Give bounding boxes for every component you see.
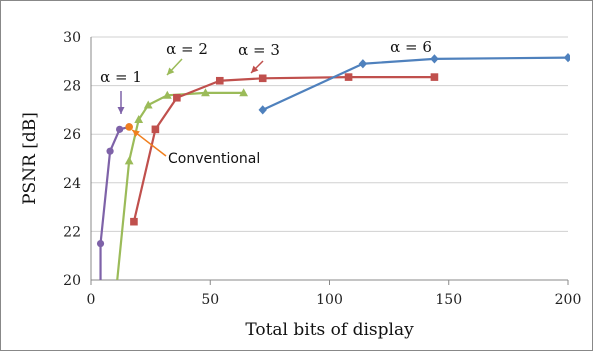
- grid-layer: [91, 36, 568, 281]
- arrow-alpha-2-head: [167, 67, 175, 75]
- annotation-alpha-3: α = 3: [238, 41, 280, 59]
- y-tick-label: 24: [63, 176, 81, 192]
- series-4: [258, 53, 570, 115]
- data-point: [96, 239, 105, 248]
- arrow-conventional-head: [132, 129, 140, 137]
- data-point: [130, 217, 138, 226]
- data-point: [430, 73, 439, 81]
- series-2: [116, 88, 249, 280]
- x-tick-label: 150: [435, 292, 462, 308]
- series-3: [130, 73, 439, 226]
- arrow-alpha-3-head: [251, 65, 259, 73]
- series-line-4: [262, 56, 569, 111]
- series-layer: [96, 53, 570, 280]
- y-axis-title: PSNR [dB]: [20, 112, 40, 205]
- annotation-conventional: Conventional: [168, 151, 260, 167]
- conventional-point: [125, 123, 133, 131]
- data-point: [151, 125, 160, 134]
- data-point: [124, 156, 134, 165]
- data-point: [134, 115, 144, 124]
- data-point: [258, 105, 267, 115]
- data-point: [173, 93, 181, 102]
- axis-layer: 20 22 24 26 28 30 0 50 100 150 200: [63, 30, 581, 308]
- annotation-alpha-6: α = 6: [390, 38, 432, 56]
- y-tick-label: 30: [63, 30, 81, 46]
- x-axis-title: Total bits of display: [245, 320, 414, 340]
- data-point: [430, 54, 439, 64]
- data-point: [358, 59, 368, 69]
- x-tick-label: 0: [87, 292, 96, 308]
- x-tick-label: 50: [201, 292, 219, 308]
- annotation-alpha-1: α = 1: [100, 68, 142, 86]
- data-point: [563, 53, 570, 63]
- data-point: [344, 73, 353, 81]
- data-point: [239, 88, 249, 97]
- annotation-alpha-2: α = 2: [166, 40, 208, 58]
- data-point: [143, 100, 153, 109]
- arrow-conventional: [131, 129, 167, 157]
- arrow-alpha-1-head: [117, 107, 125, 114]
- y-tick-label: 28: [63, 79, 81, 95]
- data-point: [215, 76, 224, 85]
- data-point: [106, 147, 114, 155]
- data-point: [258, 74, 267, 83]
- y-tick-label: 22: [63, 224, 81, 240]
- annotation-layer: α = 1 α = 2 α = 3 α = 6 Conventional: [100, 38, 432, 167]
- series-1: [96, 123, 133, 280]
- data-point: [116, 125, 124, 133]
- data-point: [162, 90, 172, 99]
- y-tick-label: 26: [63, 127, 81, 143]
- y-tick-label: 20: [63, 273, 81, 289]
- data-point: [201, 88, 210, 97]
- x-tick-label: 200: [555, 292, 582, 308]
- x-tick-label: 100: [316, 292, 343, 308]
